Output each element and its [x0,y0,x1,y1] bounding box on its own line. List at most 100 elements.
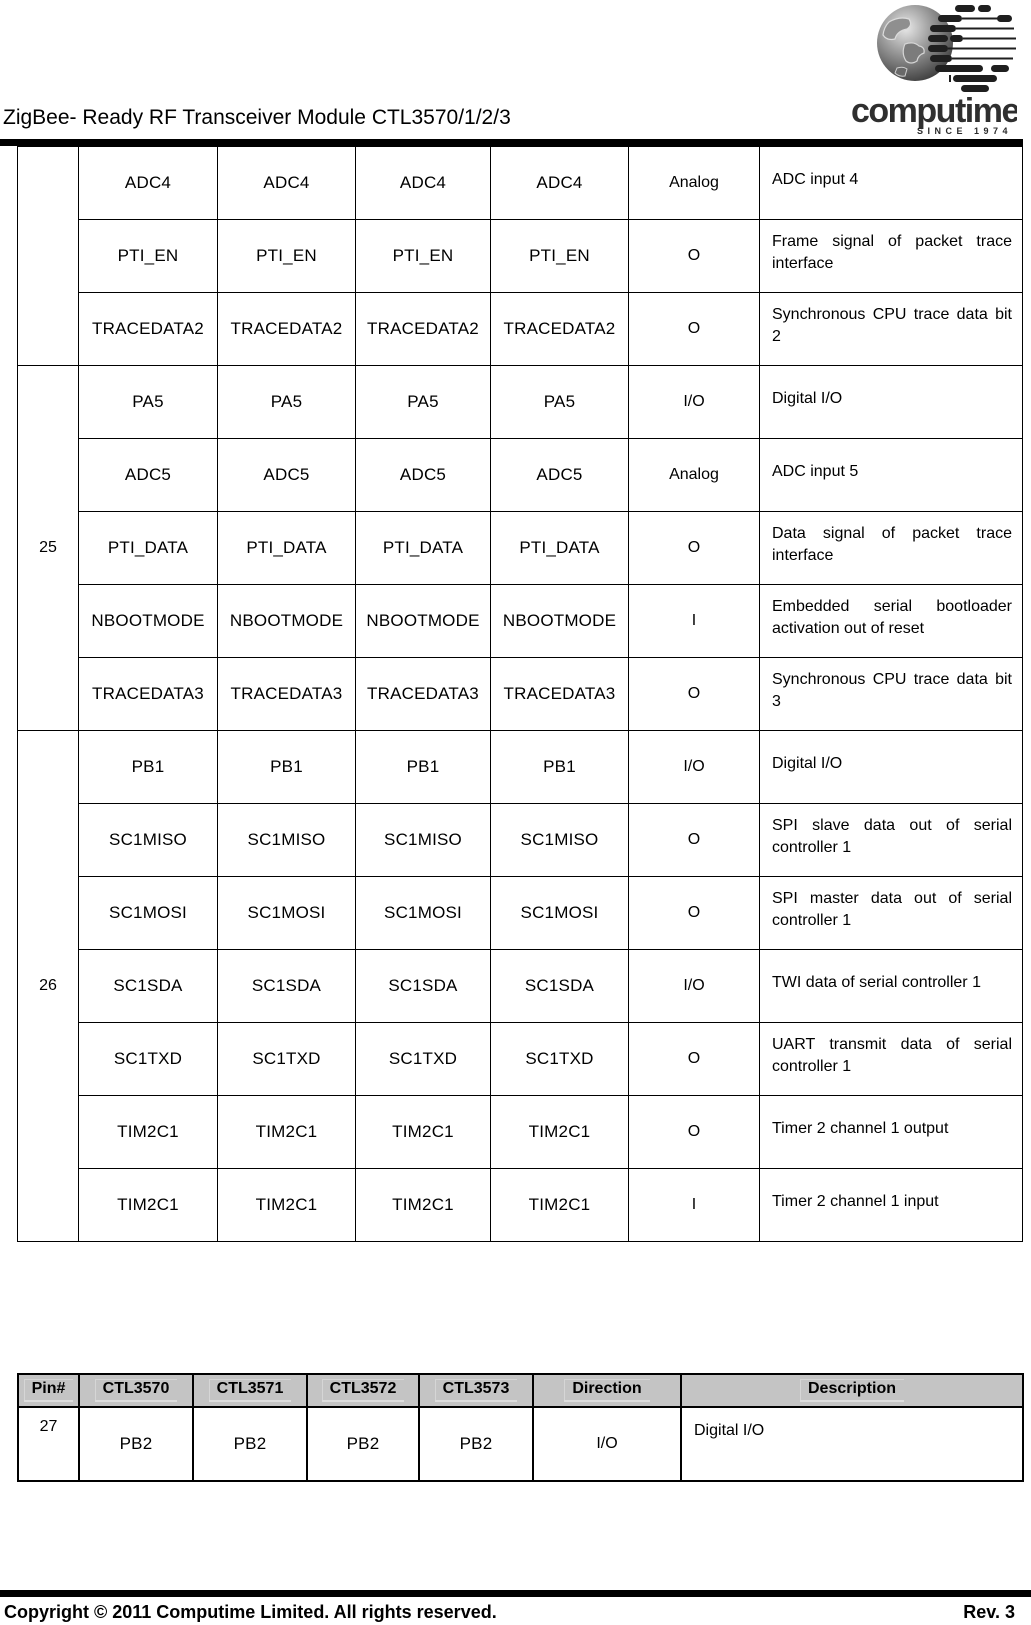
signal-cell: TIM2C1 [355,1095,491,1169]
signal-cell: SC1MOSI [78,876,218,950]
signal-cell: PA5 [355,365,491,439]
signal-cell: NBOOTMODE [78,584,218,658]
computime-logo: computime SINCE 1974 [845,2,1021,136]
column-header-pin: Pin# [17,1373,80,1408]
column-header-description: Description [680,1373,1024,1408]
direction-cell: Analog [628,438,760,512]
signal-cell: PTI_EN [355,219,491,293]
signal-cell: TIM2C1 [78,1168,218,1242]
pin-function-table: Pin# CTL3570 CTL3571 CTL3572 CTL3573 Directio… [17,1373,1024,1482]
direction-cell: O [628,219,760,293]
signal-cell: TRACEDATA3 [490,657,629,731]
column-header-ctl3572: CTL3572 [306,1373,420,1408]
signal-cell: PA5 [217,365,356,439]
table-row: TIM2C1 TIM2C1 TIM2C1 TIM2C1 O Timer 2 channel… [18,1095,1023,1169]
signal-cell: PB1 [217,730,356,804]
footer-copyright: Copyright © 2011 Computime Limited. All … [4,1602,497,1622]
footer-rule [0,1590,1031,1597]
description-cell: Timer 2 channel 1 output [759,1095,1023,1169]
table-row: PTI_EN PTI_EN PTI_EN PTI_EN O Frame signal of… [18,219,1023,293]
table-row: SC1SDA SC1SDA SC1SDA SC1SDA I/O TWI data of s… [18,949,1023,1023]
signal-cell: ADC4 [355,146,491,220]
signal-cell: TRACEDATA2 [355,292,491,366]
signal-cell: SC1SDA [217,949,356,1023]
signal-cell: PB1 [355,730,491,804]
direction-cell: I [628,1168,760,1242]
signal-cell: TRACEDATA3 [355,657,491,731]
signal-cell: PTI_DATA [490,511,629,585]
pin-number-cell: 25 [17,365,79,731]
signal-cell: TRACEDATA2 [78,292,218,366]
signal-cell: SC1SDA [78,949,218,1023]
table-row: 27 PB2 PB2 PB2 PB2 I/O Digital I/O [17,1406,1024,1482]
signal-cell: PTI_DATA [217,511,356,585]
table-row: ADC5 ADC5 ADC5 ADC5 Analog ADC input 5 [18,438,1023,512]
direction-cell: O [628,876,760,950]
signal-cell: SC1MISO [490,803,629,877]
pin-number-cell: 27 [17,1406,80,1482]
direction-cell: O [628,1022,760,1096]
description-cell: Digital I/O [759,730,1023,804]
table-row: 26 PB1 PB1 PB1 PB1 I/O Digital I/O [17,730,1023,1242]
description-cell: ADC input 4 [759,146,1023,220]
signal-cell: PTI_DATA [355,511,491,585]
signal-cell: TRACEDATA3 [78,657,218,731]
signal-cell: ADC4 [490,146,629,220]
table-row: NBOOTMODE NBOOTMODE NBOOTMODE NBOOTMODE I Emb… [18,584,1023,658]
signal-cell: TRACEDATA3 [217,657,356,731]
signal-cell: TIM2C1 [78,1095,218,1169]
description-cell: Digital I/O [759,365,1023,439]
signal-cell: SC1SDA [355,949,491,1023]
signal-cell: SC1MISO [355,803,491,877]
description-cell: TWI data of serial controller 1 [759,949,1023,1023]
description-cell: SPI slave data out of serial controller … [759,803,1023,877]
pin-function-table-continued: ADC4 ADC4 ADC4 ADC4 Analog ADC input 4 PTI_EN P… [17,146,1023,1242]
signal-cell: PA5 [490,365,629,439]
direction-cell: O [628,657,760,731]
signal-cell: ADC5 [490,438,629,512]
column-header-ctl3570: CTL3570 [78,1373,194,1408]
signal-cell: PB2 [306,1406,420,1482]
description-cell: UART transmit data of serial controller … [759,1022,1023,1096]
signal-cell: ADC5 [217,438,356,512]
signal-cell: SC1TXD [78,1022,218,1096]
direction-cell: I/O [628,730,760,804]
description-cell: Synchronous CPU trace data bit 3 [759,657,1023,731]
direction-cell: I/O [628,365,760,439]
signal-cell: TIM2C1 [490,1095,629,1169]
signal-cell: TIM2C1 [355,1168,491,1242]
direction-cell: I/O [628,949,760,1023]
signal-cell: SC1SDA [490,949,629,1023]
signal-cell: ADC4 [217,146,356,220]
direction-cell: O [628,511,760,585]
table-row: PTI_DATA PTI_DATA PTI_DATA PTI_DATA O Data si… [18,511,1023,585]
signal-cell: SC1MOSI [490,876,629,950]
table-row: ADC4 ADC4 ADC4 ADC4 Analog ADC input 4 [17,146,1023,366]
signal-cell: NBOOTMODE [490,584,629,658]
signal-cell: PB1 [78,730,218,804]
description-cell: SPI master data out of serial controller… [759,876,1023,950]
signal-cell: PB1 [490,730,629,804]
pin-number-cell [17,146,79,366]
logo-tagline-text: SINCE 1974 [917,126,1012,136]
signal-cell: ADC4 [78,146,218,220]
description-cell: Data signal of packet trace interface [759,511,1023,585]
signal-cell: PB2 [418,1406,534,1482]
table-row: TIM2C1 TIM2C1 TIM2C1 TIM2C1 I Timer 2 channel… [18,1168,1023,1242]
signal-cell: SC1MOSI [217,876,356,950]
direction-cell: I [628,584,760,658]
globe-icon: computime SINCE 1974 [851,5,1021,136]
column-header-direction: Direction [532,1373,682,1408]
direction-cell: I/O [532,1406,682,1482]
pin-number-cell: 26 [17,730,79,1242]
signal-cell: SC1TXD [490,1022,629,1096]
signal-cell: TIM2C1 [217,1095,356,1169]
signal-cell: ADC5 [355,438,491,512]
direction-cell: O [628,1095,760,1169]
table-row: 25 PA5 PA5 PA5 PA5 I/O Digital I/O [17,365,1023,731]
description-cell: Frame signal of packet trace interface [759,219,1023,293]
signal-cell: SC1TXD [355,1022,491,1096]
signal-cell: PB2 [78,1406,194,1482]
signal-cell: SC1TXD [217,1022,356,1096]
table-row: SC1MOSI SC1MOSI SC1MOSI SC1MOSI O SPI master … [18,876,1023,950]
